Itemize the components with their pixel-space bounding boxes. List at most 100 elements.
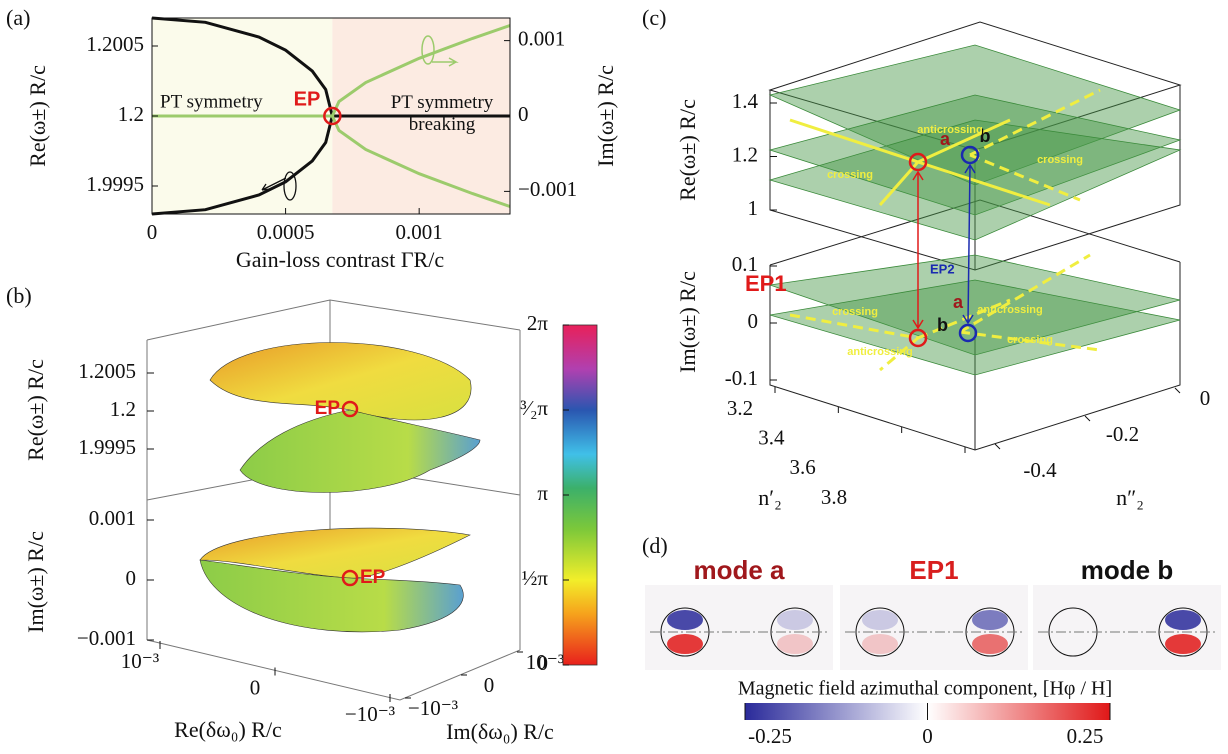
colorbar-tick-label: 0: [538, 651, 549, 675]
field-lobe: [862, 610, 898, 630]
y-tick: [1174, 387, 1181, 394]
region-label: PT symmetry breaking: [390, 92, 494, 135]
z-tick-label: 1.2: [732, 142, 758, 166]
ep-label: EP: [315, 398, 341, 419]
ep-marker: [341, 400, 359, 418]
z-tick-label: 1.4: [732, 89, 759, 113]
z-axis-label: Im(ω±) R/c: [675, 271, 700, 373]
annotation: EP2: [930, 261, 955, 276]
surface: [199, 559, 464, 633]
annotation: a: [953, 292, 964, 312]
plane: [768, 94, 1182, 216]
x-tick-label: 3.8: [821, 485, 847, 509]
z-tick-label: 0.1: [732, 252, 758, 276]
arrow-loop: [283, 171, 297, 201]
region-label: PT symmetry: [160, 91, 263, 112]
curve: [152, 24, 511, 118]
colorbar-label: Magnetic field azimuthal component, [Hφ …: [738, 678, 1112, 700]
z-axis-label: Re(ω±) R/c: [675, 99, 700, 201]
y-axis-label: Re(ω±) R/c: [25, 65, 50, 167]
arrow: [261, 177, 287, 191]
z-axis-label: Re(ω±) R/c: [23, 359, 48, 461]
y-tick-label: -0.2: [1106, 422, 1139, 446]
x-tick-label: 0: [147, 220, 158, 244]
panel-label: (c): [642, 5, 666, 30]
annotation: b: [937, 315, 948, 335]
curve: [151, 115, 334, 216]
curve: [151, 16, 334, 117]
z-tick-label: 0.001: [89, 506, 136, 530]
panel-label: (a): [6, 5, 30, 30]
colorbar-tick-label: ½π: [522, 566, 549, 590]
panel-label: (d): [642, 533, 668, 558]
x-axis-label: Re(δω₀) R/c: [174, 717, 282, 742]
map-title: mode b: [1081, 555, 1173, 585]
y-axis-label: n″₂: [1116, 485, 1144, 510]
ep-link: [912, 170, 924, 330]
annotation: a: [940, 129, 951, 149]
z-tick-label: 1.2: [110, 397, 136, 421]
annotation: crossing: [832, 306, 878, 318]
colorbar-tick-label: 0.25: [1067, 724, 1104, 748]
field-lobe: [972, 634, 1008, 654]
colorbar-tick-label: 0: [922, 724, 933, 748]
ep-marker: [908, 328, 928, 348]
box: [769, 199, 1181, 451]
x-tick-label: 10⁻³: [121, 649, 159, 673]
y-tick-label: 0: [1200, 386, 1211, 410]
x-tick-label: 3.2: [727, 396, 753, 420]
y2-tick-label: 0.001: [518, 26, 565, 50]
ep-marker: [958, 323, 978, 343]
x-tick-label: 3.6: [790, 455, 816, 479]
z-tick-label: 1.2005: [78, 359, 136, 383]
field-lobe: [1165, 634, 1201, 654]
colorbar-tick-label: 2π: [527, 311, 549, 335]
annotation: crossing: [1037, 154, 1083, 166]
field-lobe: [862, 634, 898, 654]
field-lobe: [777, 610, 813, 630]
field-lobe: [972, 610, 1008, 630]
field-lobe: [1165, 610, 1201, 630]
y-tick-label: -0.4: [1023, 458, 1057, 482]
field-lobe: [667, 610, 703, 630]
z-tick-label: -0.1: [725, 366, 758, 390]
field-lobe: [667, 634, 703, 654]
ep-label: EP: [294, 88, 321, 110]
y2-tick-label: 0: [518, 102, 529, 126]
field-lobe: [777, 634, 813, 654]
y2-tick-label: −0.001: [518, 177, 577, 201]
trace: [789, 253, 1101, 372]
ep-link: [962, 163, 976, 325]
x-tick-label: 0: [250, 675, 261, 699]
y-tick-label: 0: [484, 673, 495, 697]
ep-marker: [323, 106, 342, 126]
annotation: crossing: [827, 169, 873, 181]
z-tick-label: −0.001: [77, 626, 136, 650]
ep-marker: [908, 152, 928, 172]
annotation: anticrossing: [847, 346, 912, 358]
y-tick: [994, 443, 1001, 450]
x-tick-label: 0.001: [396, 220, 443, 244]
map-title: mode a: [693, 555, 785, 585]
curve: [330, 115, 511, 208]
annotation: b: [980, 126, 991, 146]
y-tick-label: 1.9995: [86, 172, 144, 196]
colorbar-tick-label: π: [537, 481, 548, 505]
x-axis-label: Gain-loss contrast ΓR/c: [236, 247, 444, 272]
annotation: EP1: [745, 271, 787, 296]
z-tick-label: 1: [748, 196, 759, 220]
x-tick-label: 0.0005: [257, 220, 315, 244]
x-tick-label: 3.4: [758, 425, 785, 449]
ep-label: EP: [360, 567, 386, 588]
plane: [769, 254, 1181, 356]
trace: [789, 118, 1051, 207]
x-axis-label: n′₂: [758, 485, 781, 510]
ep-marker: [341, 569, 359, 587]
box: [768, 21, 1182, 271]
y-axis-label: Im(δω₀) R/c: [446, 719, 554, 744]
y2-axis-label: Im(ω±) R/c: [593, 65, 618, 167]
x-tick-label: −10⁻³: [345, 702, 395, 726]
ep-marker: [960, 145, 980, 165]
